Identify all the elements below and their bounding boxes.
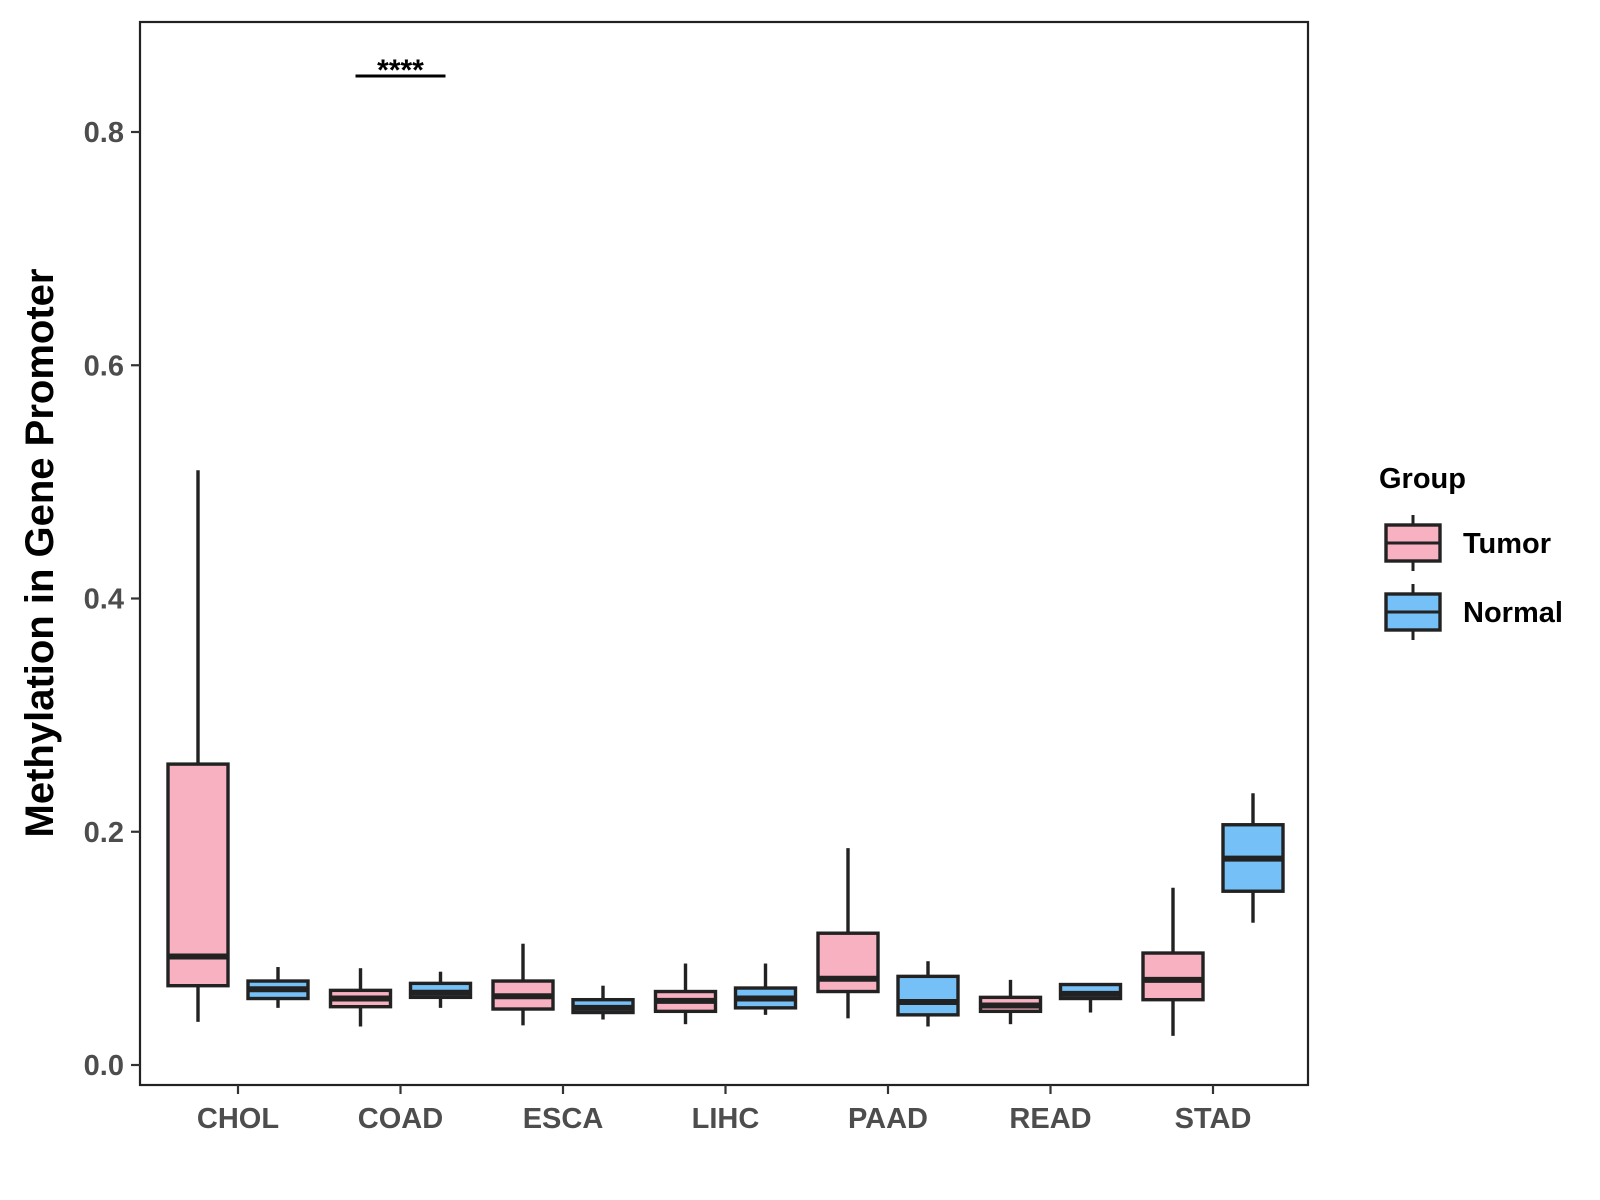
box-tumor-lihc: [653, 963, 718, 1025]
x-tick-label: CHOL: [197, 1103, 279, 1135]
legend-keys: Tumor Normal: [1384, 515, 1563, 640]
y-tick-label: 0.6: [84, 350, 124, 382]
significance-label: ****: [377, 54, 424, 87]
legend-key-normal: Normal: [1384, 584, 1563, 640]
box-tumor-esca: [491, 943, 555, 1026]
y-tick-label: 0.0: [84, 1050, 124, 1082]
x-tick-label: STAD: [1175, 1103, 1252, 1135]
y-axis-title: Methylation in Gene Promoter: [18, 269, 62, 838]
box-normal-coad: [408, 971, 473, 1008]
significance-annotations: ****: [355, 54, 446, 87]
x-tick-label: ESCA: [523, 1103, 604, 1135]
legend-label-normal: Normal: [1463, 597, 1563, 629]
box-tumor-read: [978, 979, 1043, 1025]
x-axis: CHOL COAD ESCA LIHC PAAD READ STAD: [197, 1085, 1251, 1135]
box-normal-paad: [896, 961, 960, 1027]
box-tumor-paad: [816, 848, 880, 1019]
box-body: [166, 762, 230, 988]
box-body: [816, 931, 880, 994]
y-tick-label: 0.4: [84, 584, 124, 616]
box-series: [166, 470, 1285, 1036]
box-tumor-stad: [1141, 887, 1205, 1036]
y-tick-label: 0.8: [84, 117, 124, 149]
legend: Group Tumor Normal: [1379, 463, 1563, 640]
box-normal-stad: [1221, 793, 1285, 923]
legend-label-tumor: Tumor: [1463, 528, 1551, 560]
box-normal-chol: [246, 967, 310, 1008]
x-tick-label: PAAD: [848, 1103, 928, 1135]
x-tick-label: COAD: [358, 1103, 443, 1135]
box-normal-esca: [571, 985, 635, 1020]
legend-title: Group: [1379, 463, 1466, 495]
x-tick-label: LIHC: [692, 1103, 760, 1135]
plot-panel: [138, 20, 1310, 1087]
y-axis: 0.0 0.2 0.4 0.6 0.8: [84, 117, 140, 1082]
box-tumor-chol: [166, 470, 230, 1022]
x-tick-label: READ: [1009, 1103, 1091, 1135]
legend-key-tumor: Tumor: [1384, 515, 1551, 571]
box-tumor-coad: [328, 968, 393, 1027]
box-normal-lihc: [733, 963, 798, 1015]
box-body: [1141, 951, 1205, 1002]
y-tick-label: 0.2: [84, 817, 124, 849]
box-normal-read: [1058, 982, 1123, 1013]
box-body: [896, 974, 960, 1017]
